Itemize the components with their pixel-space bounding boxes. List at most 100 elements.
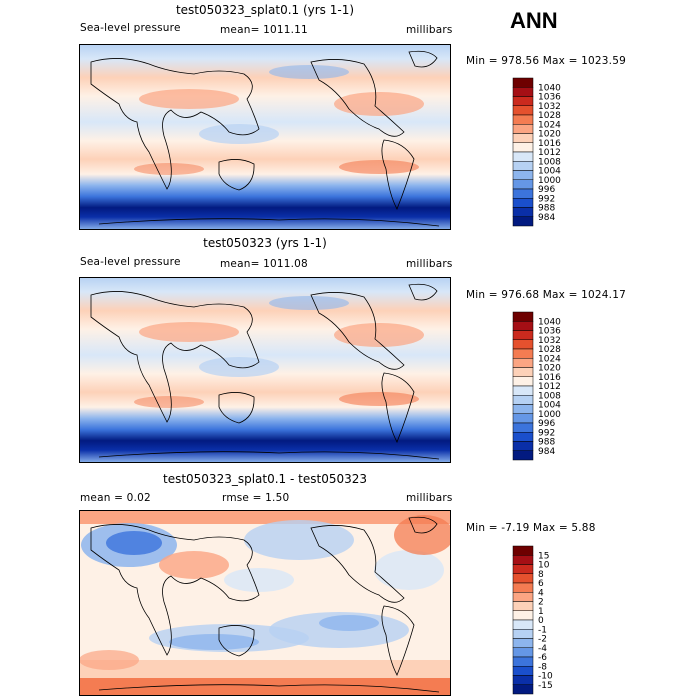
panel2-mean-label: mean= 1011.08 [220,258,308,270]
colorbar-tick-label: 984 [538,447,555,457]
colorbar-swatch [512,142,534,153]
colorbar-tick-label: -10 [538,672,553,682]
colorbar-swatch [512,647,534,658]
colorbar-swatch [512,555,534,565]
colorbar-tick-label: -4 [538,644,547,654]
colorbar-swatch [512,404,534,414]
pressure-high [134,396,204,408]
map-frame [79,44,451,230]
colorbar-swatch [512,545,534,556]
diff-band [79,510,451,524]
colorbar-swatch [512,422,534,433]
colorbar-swatch [512,207,534,217]
diff-negative [224,568,294,592]
colorbar-tick-label: 1004 [538,401,561,411]
diff-negative [106,531,162,555]
colorbar-swatch [512,87,534,97]
colorbar-swatch [512,564,534,574]
colorbar-swatch [512,367,534,377]
colorbar-swatch [512,592,534,602]
pressure-high [339,160,419,174]
colorbar-tick-label: 4 [538,588,544,598]
diff-negative [319,615,379,631]
colorbar-tick-label: 1040 [538,83,561,93]
colorbar-tick-label: 1008 [538,157,561,167]
colorbar-tick-label: 1024 [538,120,561,130]
panel3-map [79,510,451,696]
panel1-mean-label: mean= 1011.11 [220,24,308,36]
colorbar-tick-label: 1008 [538,391,561,401]
colorbar-tick-label: 0 [538,616,544,626]
colorbar-tick-label: 1004 [538,167,561,177]
colorbar-tick-label: 1028 [538,111,561,121]
colorbar-tick-label: 1012 [538,382,561,392]
pressure-high [139,89,239,109]
colorbar-tick-label: -6 [538,653,547,663]
colorbar-tick-label: 1016 [538,139,561,149]
diff-band [79,678,451,696]
colorbar-tick-label: 996 [538,419,555,429]
colorbar-swatch [512,170,534,180]
colorbar-swatch [512,198,534,208]
colorbar-swatch [512,96,534,106]
panel2-map [79,277,451,463]
colorbar-swatch [512,385,534,396]
colorbar-tick-label: 6 [538,579,544,589]
colorbar-swatch [512,573,534,584]
panel3-rmse-label: rmse = 1.50 [222,492,290,504]
colorbar-swatch [512,376,534,387]
colorbar-swatch [512,179,534,190]
colorbar-tick-label: 15 [538,551,549,561]
panel1-minmax: Min = 978.56 Max = 1023.59 [466,55,626,67]
panel1-variable-label: Sea-level pressure [80,22,181,34]
season-label: ANN [510,8,558,33]
colorbar-swatch [512,216,534,227]
panel1-title: test050323_splat0.1 (yrs 1-1) [175,3,355,17]
colorbar-swatch [512,395,534,405]
pressure-high [339,392,419,406]
colorbar-tick-label: -2 [538,635,547,645]
colorbar-swatch [512,161,534,171]
colorbar-swatch [512,105,534,116]
panel2-title: test050323 (yrs 1-1) [203,236,327,250]
colorbar-swatch [512,188,534,199]
coastlines [90,50,440,227]
colorbar-tick-label: 1000 [538,410,561,420]
panel3-mean-label: mean = 0.02 [80,492,151,504]
colorbar-swatch [512,619,534,630]
pressure-high [334,92,424,116]
panel2-colorbar: 1040103610321028102410201016101210081004… [512,311,561,461]
colorbar-tick-label: -15 [538,681,553,691]
colorbar-swatch [512,321,534,331]
colorbar-swatch [512,77,534,88]
colorbar-tick-label: 1032 [538,336,561,346]
colorbar-swatch [512,133,534,143]
colorbar-tick-label: 988 [538,438,555,448]
colorbar-swatch [512,348,534,359]
colorbar-tick-label: 996 [538,185,555,195]
colorbar-tick-label: 1020 [538,364,561,374]
colorbar-tick-label: 988 [538,204,555,214]
pressure-high [139,322,239,342]
colorbar-tick-label: 1024 [538,354,561,364]
colorbar-tick-label: 1020 [538,130,561,140]
colorbar-swatch [512,124,534,134]
colorbar-tick-label: 1036 [538,327,561,337]
colorbar-tick-label: 1028 [538,345,561,355]
panel2-variable-label: Sea-level pressure [80,256,181,268]
colorbar-swatch [512,675,534,685]
pressure-high [334,323,424,347]
colorbar-swatch [512,413,534,424]
diff-positive [159,551,229,579]
panel3-minmax: Min = -7.19 Max = 5.88 [466,522,596,534]
pressure-low [269,65,349,79]
colorbar-tick-label: 992 [538,428,555,438]
colorbar-swatch [512,311,534,322]
colorbar-swatch [512,656,534,667]
coastlines [90,283,440,460]
colorbar-tick-label: -8 [538,662,547,672]
colorbar-tick-label: 1000 [538,176,561,186]
pressure-high [134,163,204,175]
colorbar-swatch [512,610,534,621]
